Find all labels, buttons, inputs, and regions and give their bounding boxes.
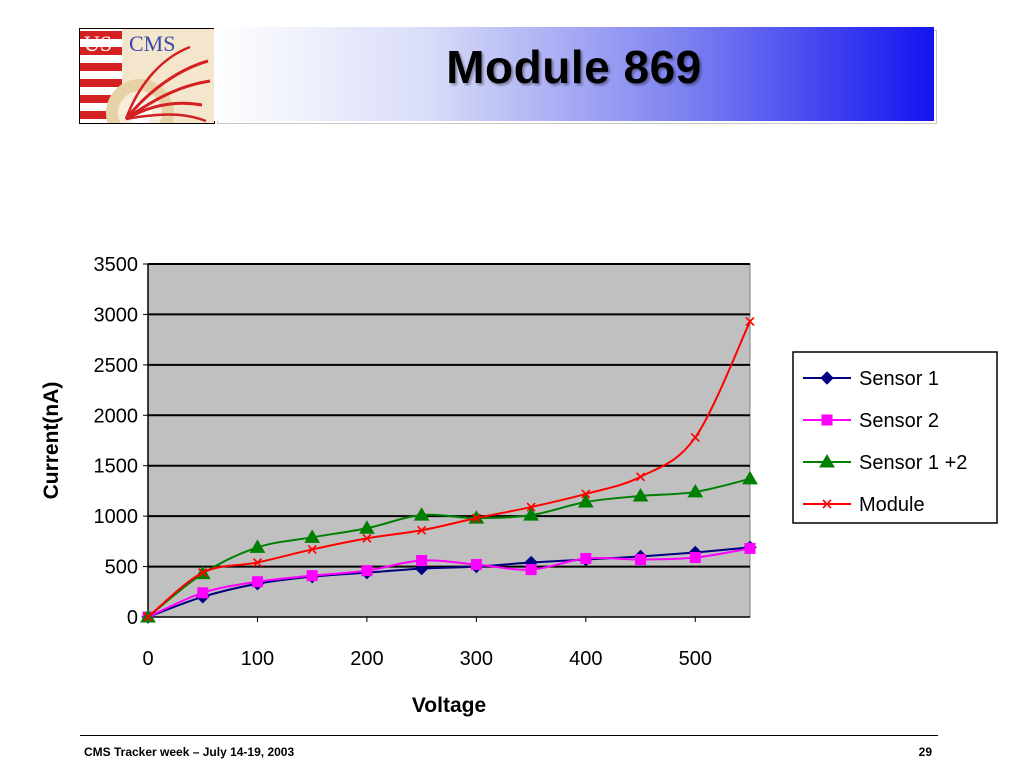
legend-label: Sensor 2 bbox=[859, 410, 939, 432]
data-point bbox=[304, 529, 321, 543]
data-point bbox=[580, 553, 592, 565]
y-tick-label: 3000 bbox=[94, 304, 139, 326]
chart: 0 500 1000 1500 2000 2500 3000 3500 0 100 200 300 40… bbox=[40, 254, 998, 717]
y-tick-label: 3500 bbox=[94, 254, 139, 276]
data-point bbox=[306, 570, 318, 582]
y-tick-label: 1000 bbox=[94, 506, 139, 528]
data-point bbox=[252, 557, 263, 568]
data-point bbox=[251, 576, 263, 588]
legend-label: Sensor 1 bbox=[859, 368, 939, 390]
x-tick-label: 300 bbox=[460, 648, 493, 670]
data-point bbox=[525, 564, 537, 576]
x-axis-title: Voltage bbox=[412, 694, 486, 717]
data-point bbox=[523, 507, 539, 521]
y-tick-label: 2000 bbox=[94, 405, 139, 427]
uscms-logo: US CMS bbox=[79, 28, 215, 124]
data-point bbox=[197, 587, 209, 599]
x-tick-label: 400 bbox=[569, 648, 602, 670]
y-axis-title: Current(nA) bbox=[40, 382, 63, 500]
logo-us-text: US bbox=[84, 31, 113, 56]
data-point bbox=[744, 542, 756, 554]
data-point bbox=[632, 487, 649, 502]
legend-marker bbox=[821, 414, 833, 426]
data-point bbox=[307, 544, 317, 554]
x-tick-label: 200 bbox=[350, 648, 383, 670]
data-point bbox=[635, 472, 646, 482]
page-number: 29 bbox=[918, 745, 932, 759]
y-tick-label: 1500 bbox=[94, 456, 139, 478]
data-point bbox=[471, 513, 481, 523]
data-point bbox=[359, 520, 375, 534]
data-point bbox=[687, 483, 704, 498]
legend-label: Sensor 1 +2 bbox=[859, 452, 967, 474]
data-point bbox=[413, 507, 430, 521]
y-tick-label: 2500 bbox=[94, 355, 139, 377]
legend-marker bbox=[819, 454, 835, 468]
legend-marker bbox=[820, 371, 834, 385]
legend-label: Module bbox=[859, 494, 925, 516]
data-point bbox=[742, 470, 758, 485]
data-point bbox=[690, 432, 700, 443]
data-point bbox=[362, 533, 372, 543]
data-point bbox=[470, 559, 482, 571]
data-point bbox=[417, 525, 427, 535]
data-point bbox=[745, 316, 755, 327]
legend-marker bbox=[822, 499, 832, 509]
y-tick-label: 500 bbox=[105, 557, 138, 579]
x-tick-label: 0 bbox=[142, 648, 153, 670]
x-tick-label: 500 bbox=[679, 648, 712, 670]
data-point bbox=[526, 502, 536, 512]
data-point bbox=[635, 554, 647, 566]
series-line-4 bbox=[147, 321, 751, 618]
data-point bbox=[689, 551, 701, 563]
data-point bbox=[198, 568, 208, 578]
data-point bbox=[249, 539, 266, 553]
footer-event-text: CMS Tracker week – July 14-19, 2003 bbox=[84, 745, 295, 759]
logo-cms-text: CMS bbox=[129, 31, 176, 56]
x-tick-label: 100 bbox=[241, 648, 274, 670]
data-point bbox=[416, 555, 428, 567]
uscms-logo-graphic bbox=[80, 29, 214, 123]
data-point bbox=[577, 494, 594, 508]
y-tick-label: 0 bbox=[127, 607, 138, 629]
footer-divider bbox=[80, 735, 938, 736]
data-point bbox=[581, 489, 591, 499]
data-point bbox=[361, 565, 373, 577]
data-point bbox=[143, 612, 153, 622]
page-title: Module 869 bbox=[446, 41, 702, 93]
title-bar bbox=[214, 27, 934, 121]
